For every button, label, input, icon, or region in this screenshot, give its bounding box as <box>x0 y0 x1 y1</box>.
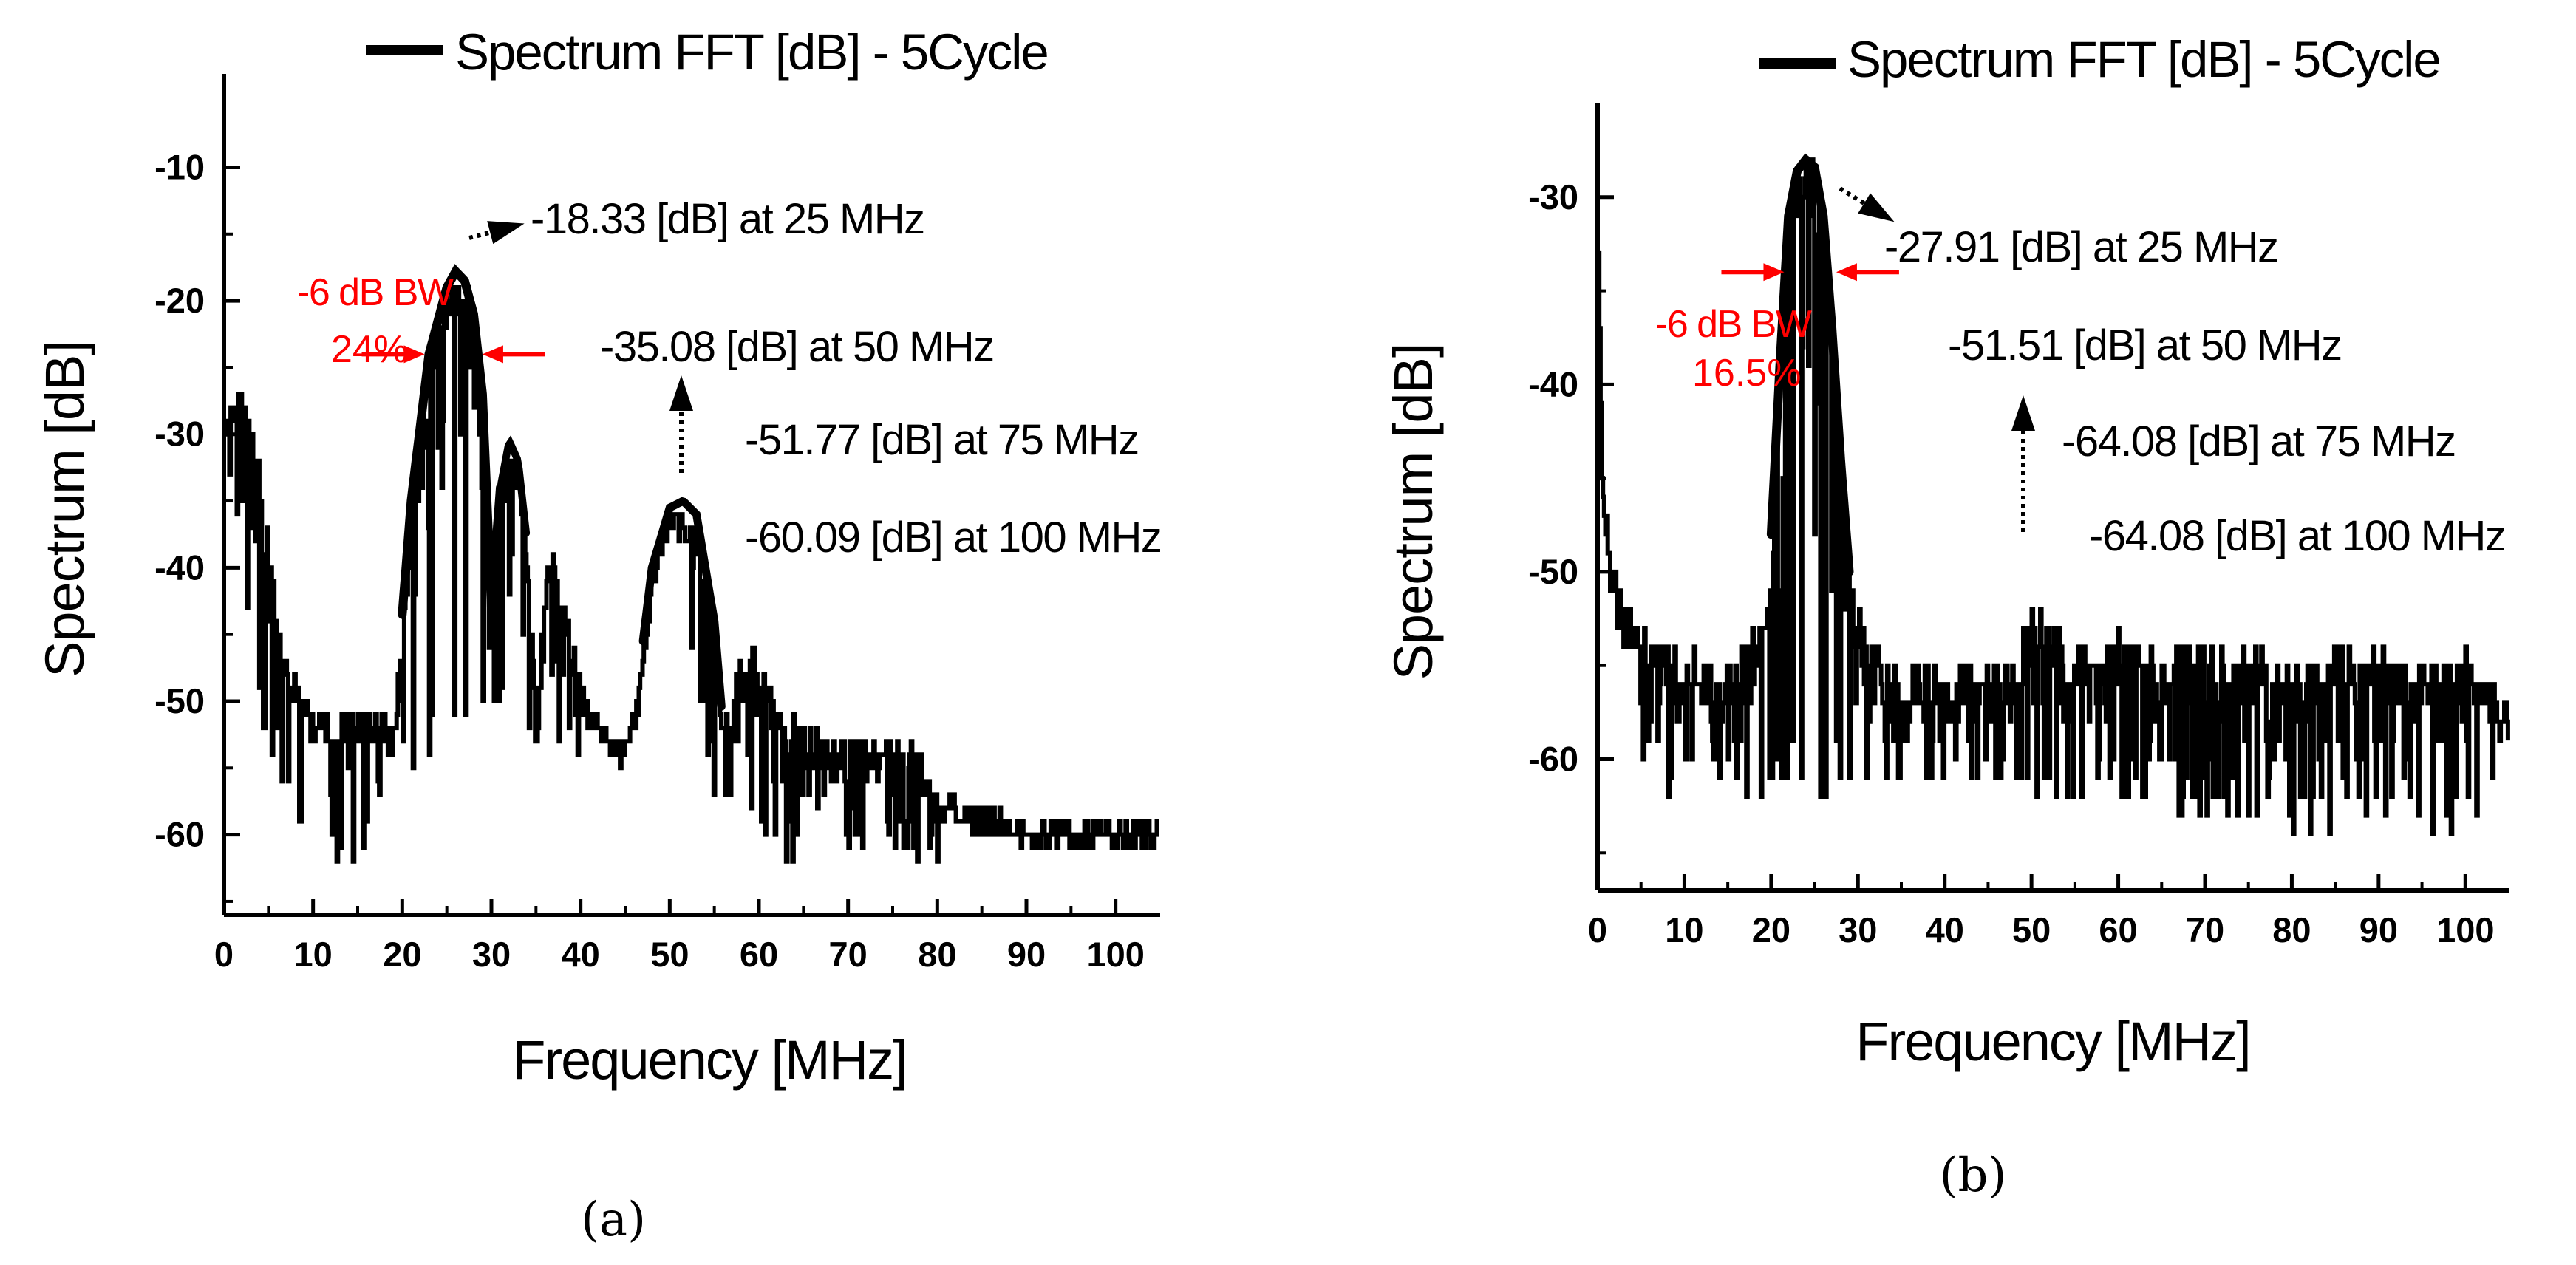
x-tick-label: 10 <box>294 935 333 974</box>
bw-right-arrow-head <box>482 345 503 364</box>
annotation-label: -51.51 [dB] at 50 MHz <box>1948 321 2342 369</box>
y-tick-label: -20 <box>154 281 205 320</box>
y-tick-label: -60 <box>1528 740 1578 779</box>
main-lobe-line <box>1766 153 1854 576</box>
y-tick-label: -40 <box>1528 364 1578 403</box>
chart-panel-a: 0 10 20 30 40 50 60 70 80 90 100 -10 -20 -30 -40 -50 -60… <box>34 24 1162 1247</box>
spectrum-series-line <box>223 285 1159 864</box>
x-tick-label: 90 <box>1007 935 1046 974</box>
bw-value: 16.5% <box>1692 352 1801 395</box>
side-lobe-line <box>492 435 531 552</box>
y-tick-label: -30 <box>154 415 205 454</box>
annotation-label: -64.08 [dB] at 100 MHz <box>2089 512 2505 560</box>
x-tick-label: 50 <box>2012 910 2051 949</box>
x-axis-label: Frequency [MHz] <box>512 1029 906 1091</box>
y-tick-label: -50 <box>154 681 205 720</box>
annotation-label: -35.08 [dB] at 50 MHz <box>600 323 994 371</box>
annotation-label: -18.33 [dB] at 25 MHz <box>531 195 924 243</box>
y-axis-label: Spectrum [dB] <box>1383 344 1444 681</box>
x-tick-label: 80 <box>2272 910 2311 949</box>
x-tick-label: 30 <box>1839 910 1877 949</box>
bw-left-arrow-head <box>403 345 425 364</box>
x-tick-label: 60 <box>2099 910 2137 949</box>
bw-left-arrow-head <box>1763 263 1785 282</box>
x-tick-label: 60 <box>740 935 778 974</box>
bw-right-arrow-head <box>1836 263 1857 282</box>
annotation-label: -51.77 [dB] at 75 MHz <box>745 416 1139 464</box>
x-tick-label: 50 <box>650 935 689 974</box>
x-tick-label: 100 <box>1086 935 1144 974</box>
x-tick-label: 0 <box>1588 910 1607 949</box>
x-tick-label: 70 <box>2186 910 2224 949</box>
x-tick-label: 70 <box>829 935 868 974</box>
x-axis-label: Frequency [MHz] <box>1856 1011 2249 1072</box>
legend-label: Spectrum FFT [dB] - 5Cycle <box>455 24 1048 81</box>
x-tick-label: 0 <box>214 935 234 974</box>
x-tick-label: 30 <box>472 935 511 974</box>
main-lobe-line <box>398 264 505 619</box>
annotation-label: -27.91 [dB] at 25 MHz <box>1884 223 2278 271</box>
y-tick-label: -50 <box>1528 552 1578 591</box>
panel-label: (a) <box>581 1193 646 1247</box>
spectrum-series-line <box>1597 157 2510 836</box>
y-tick-label: -40 <box>154 548 205 587</box>
y-tick-label: -60 <box>154 815 205 854</box>
x-tick-label: 10 <box>1665 910 1703 949</box>
x-tick-label: 20 <box>1752 910 1790 949</box>
annotation-arrow-head <box>2011 395 2035 431</box>
x-tick-label: 80 <box>918 935 956 974</box>
chart-panel-b: 0 10 20 30 40 50 60 70 80 90 100 -30 -40 -50 -60 Freque… <box>1383 31 2510 1203</box>
annotation-arrow-shaft <box>1839 186 1890 220</box>
annotation-arrow-head <box>669 375 693 411</box>
x-tick-label: 40 <box>562 935 600 974</box>
x-tick-label: 100 <box>2436 910 2494 949</box>
y-tick-label: -10 <box>154 147 205 186</box>
legend-label: Spectrum FFT [dB] - 5Cycle <box>1847 31 2440 88</box>
annotation-label: -60.09 [dB] at 100 MHz <box>745 514 1161 562</box>
second-harmonic-lobe-line <box>638 497 726 711</box>
panel-label: (b) <box>1940 1148 2007 1203</box>
x-tick-label: 20 <box>383 935 421 974</box>
bw-label: -6 dB BW <box>1655 303 1812 346</box>
x-tick-label: 90 <box>2359 910 2398 949</box>
annotation-label: -64.08 [dB] at 75 MHz <box>2062 417 2456 466</box>
x-tick-label: 40 <box>1926 910 1964 949</box>
bw-label: -6 dB BW <box>297 271 454 314</box>
y-tick-label: -30 <box>1528 177 1578 216</box>
bw-value: 24% <box>331 328 408 371</box>
annotation-arrow-head <box>487 221 525 245</box>
y-axis-label: Spectrum [dB] <box>34 341 95 678</box>
annotation-arrow-head <box>1858 193 1895 222</box>
